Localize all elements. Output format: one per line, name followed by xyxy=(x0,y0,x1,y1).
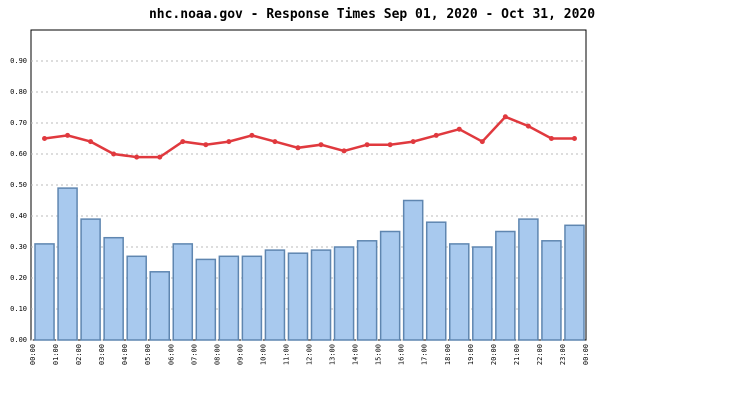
bar xyxy=(449,243,470,341)
bar xyxy=(34,243,55,341)
y-tick-label: 0.30 xyxy=(10,243,27,251)
y-tick-label: 0.70 xyxy=(10,119,27,127)
x-tick-label: 10:00 xyxy=(259,344,267,365)
x-tick-label: 17:00 xyxy=(421,344,429,365)
x-tick-label: 23:00 xyxy=(559,344,567,365)
y-tick-label: 0.20 xyxy=(10,274,27,282)
x-tick-label: 19:00 xyxy=(467,344,475,365)
chart-title: nhc.noaa.gov - Response Times Sep 01, 20… xyxy=(149,7,595,22)
line xyxy=(44,115,575,159)
line-point xyxy=(410,139,416,145)
bar xyxy=(564,224,585,341)
bar xyxy=(172,243,194,341)
line-point xyxy=(525,123,531,129)
x-tick-label: 21:00 xyxy=(513,344,521,365)
line-point xyxy=(479,139,485,145)
line-point xyxy=(341,148,347,154)
x-tick-label: 20:00 xyxy=(490,344,498,365)
x-tick-label: 00:00 xyxy=(29,344,37,365)
y-tick-label: 0.00 xyxy=(10,336,27,344)
line-point xyxy=(42,136,48,141)
x-tick-label: 09:00 xyxy=(236,344,244,365)
x-tick-label: 07:00 xyxy=(190,344,198,365)
line-point xyxy=(203,142,209,148)
line-point xyxy=(111,151,117,157)
y-tick-label: 0.50 xyxy=(10,181,27,189)
bar xyxy=(472,246,493,341)
line-point xyxy=(65,132,71,138)
x-tick-label: 15:00 xyxy=(375,344,383,365)
x-tick-label: 01:00 xyxy=(52,344,60,365)
bar xyxy=(333,246,355,341)
x-tick-label: 06:00 xyxy=(167,344,175,365)
x-tick-label: 05:00 xyxy=(144,344,152,365)
x-tick-label: 14:00 xyxy=(352,344,360,365)
line-point xyxy=(272,139,278,145)
bar xyxy=(80,218,101,341)
bar xyxy=(425,221,447,341)
line-point xyxy=(180,139,186,145)
line-point xyxy=(502,114,508,120)
line-point xyxy=(157,154,163,160)
line-point xyxy=(387,142,393,148)
line-point xyxy=(456,126,462,132)
x-tick-label: 18:00 xyxy=(444,344,452,365)
x-tick-label: 02:00 xyxy=(75,344,83,365)
line-point xyxy=(433,132,439,138)
line-point xyxy=(134,154,140,160)
bar xyxy=(518,218,539,341)
bar xyxy=(541,240,562,341)
bar xyxy=(126,255,147,341)
line-point xyxy=(548,136,554,141)
x-tick-label: 12:00 xyxy=(306,344,314,365)
bar xyxy=(103,236,124,341)
bar xyxy=(57,187,78,341)
bar xyxy=(218,255,240,341)
bar xyxy=(287,252,309,341)
y-tick-label: 0.10 xyxy=(10,305,27,313)
line-point xyxy=(364,142,370,148)
y-tick-label: 0.60 xyxy=(10,150,27,158)
x-tick-label: 03:00 xyxy=(98,344,106,365)
line-point xyxy=(295,145,301,151)
line-point xyxy=(249,132,255,138)
bar xyxy=(195,258,217,341)
bar xyxy=(264,249,286,341)
x-tick-label: 11:00 xyxy=(282,344,290,365)
y-tick-label: 0.40 xyxy=(10,212,27,220)
x-tick-label: 00:00 xyxy=(582,344,590,365)
y-tick-label: 0.80 xyxy=(10,88,27,96)
bar xyxy=(495,230,516,341)
bar xyxy=(379,230,401,341)
line-point xyxy=(318,142,324,148)
y-tick-label: 0.90 xyxy=(10,57,27,65)
line-point xyxy=(226,139,232,145)
bar xyxy=(241,255,263,341)
line-point xyxy=(571,136,577,141)
line-point xyxy=(88,139,94,145)
bar xyxy=(310,249,332,341)
x-tick-label: 22:00 xyxy=(536,344,544,365)
x-tick-label: 04:00 xyxy=(121,344,129,365)
x-tick-label: 13:00 xyxy=(329,344,337,365)
bar xyxy=(356,240,378,341)
bar xyxy=(402,199,424,341)
x-tick-label: 08:00 xyxy=(213,344,221,365)
x-tick-label: 16:00 xyxy=(398,344,406,365)
bar xyxy=(149,271,170,341)
